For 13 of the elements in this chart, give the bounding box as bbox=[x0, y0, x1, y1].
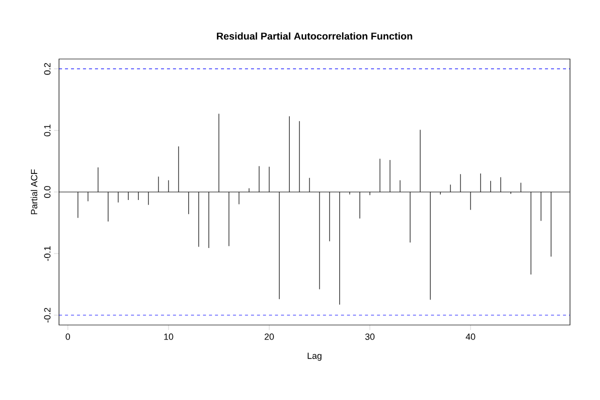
x-axis-title: Lag bbox=[308, 352, 322, 361]
x-tick-label: 20 bbox=[264, 334, 274, 340]
y-tick-label: 0.1 bbox=[44, 124, 50, 136]
chart-title: Residual Partial Autocorrelation Function bbox=[216, 32, 412, 40]
x-tick-label: 30 bbox=[365, 334, 375, 340]
y-tick-label: -0.1 bbox=[44, 246, 50, 261]
x-tick-label: 40 bbox=[466, 334, 476, 340]
y-tick-label: 0.0 bbox=[44, 186, 50, 198]
y-axis-title: Partial ACF bbox=[30, 169, 38, 214]
y-tick-label: 0.2 bbox=[44, 63, 50, 75]
x-tick-label: 0 bbox=[66, 334, 70, 340]
y-tick-label: -0.2 bbox=[44, 308, 50, 322]
x-tick-label: 10 bbox=[164, 334, 174, 340]
